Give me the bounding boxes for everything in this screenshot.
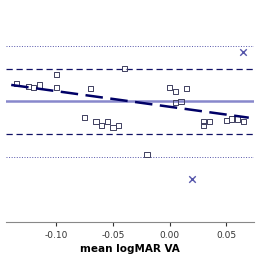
Point bbox=[202, 123, 206, 127]
Point bbox=[241, 119, 245, 124]
Point bbox=[88, 87, 93, 91]
Point bbox=[235, 117, 239, 121]
Point bbox=[83, 116, 87, 120]
Point bbox=[15, 82, 19, 86]
Point bbox=[111, 126, 115, 130]
X-axis label: mean logMAR VA: mean logMAR VA bbox=[80, 244, 180, 255]
Point bbox=[230, 117, 234, 121]
Point bbox=[179, 99, 183, 103]
Point bbox=[105, 119, 109, 124]
Point bbox=[54, 85, 58, 89]
Point bbox=[173, 100, 177, 105]
Point bbox=[224, 118, 228, 122]
Point bbox=[173, 89, 177, 93]
Point bbox=[145, 152, 149, 156]
Point bbox=[32, 85, 36, 89]
Point bbox=[207, 119, 211, 124]
Point bbox=[202, 119, 206, 124]
Point bbox=[185, 87, 189, 91]
Point bbox=[26, 84, 30, 88]
Point bbox=[54, 73, 58, 77]
Point bbox=[116, 123, 121, 127]
Point bbox=[190, 177, 194, 181]
Point bbox=[122, 67, 126, 71]
Point bbox=[241, 50, 245, 54]
Point bbox=[94, 119, 98, 124]
Point bbox=[100, 123, 104, 127]
Point bbox=[167, 85, 172, 89]
Point bbox=[37, 83, 42, 87]
